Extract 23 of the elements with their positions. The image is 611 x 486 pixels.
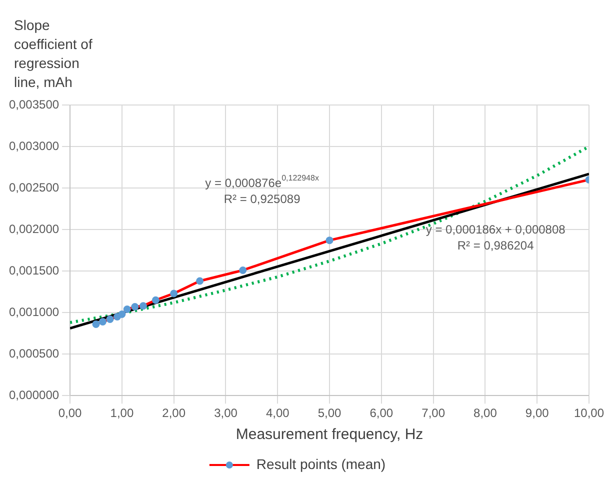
- x-tick-label: 4,00: [266, 406, 290, 420]
- x-tick-label: 9,00: [525, 406, 550, 420]
- y-tick-label: 0,001500: [8, 263, 60, 278]
- x-tick-label: 3,00: [214, 406, 238, 420]
- x-tick-label: 1,00: [110, 406, 134, 420]
- y-tick-label: 0,002500: [8, 180, 60, 194]
- x-tick-label: 10,00: [574, 406, 604, 420]
- x-tick-label: 8,00: [474, 406, 498, 420]
- y-tick-label: 0,002000: [8, 222, 60, 236]
- annotation: y = 0,000186x + 0,000808 R² = 0,986204: [426, 222, 566, 252]
- y-tick-label: 0,000500: [8, 346, 60, 360]
- y-tick-label: 0,000000: [8, 388, 60, 402]
- legend-label: Result points (mean): [256, 456, 386, 472]
- x-tick-label: 6,00: [370, 406, 394, 420]
- x-tick-label: 2,00: [162, 406, 186, 420]
- x-tick-label: 7,00: [422, 406, 446, 420]
- y-tick-label: 0,003500: [8, 97, 60, 112]
- x-tick-label: 5,00: [318, 406, 342, 420]
- x-axis-title: Measurement frequency, Hz: [236, 426, 424, 444]
- x-tick-label: 0,00: [58, 406, 82, 420]
- y-axis-title: Slope coefficient of regression line, mAh: [14, 16, 94, 92]
- y-tick-label: 0,003000: [8, 138, 60, 153]
- y-tick-label: 0,001000: [8, 304, 60, 319]
